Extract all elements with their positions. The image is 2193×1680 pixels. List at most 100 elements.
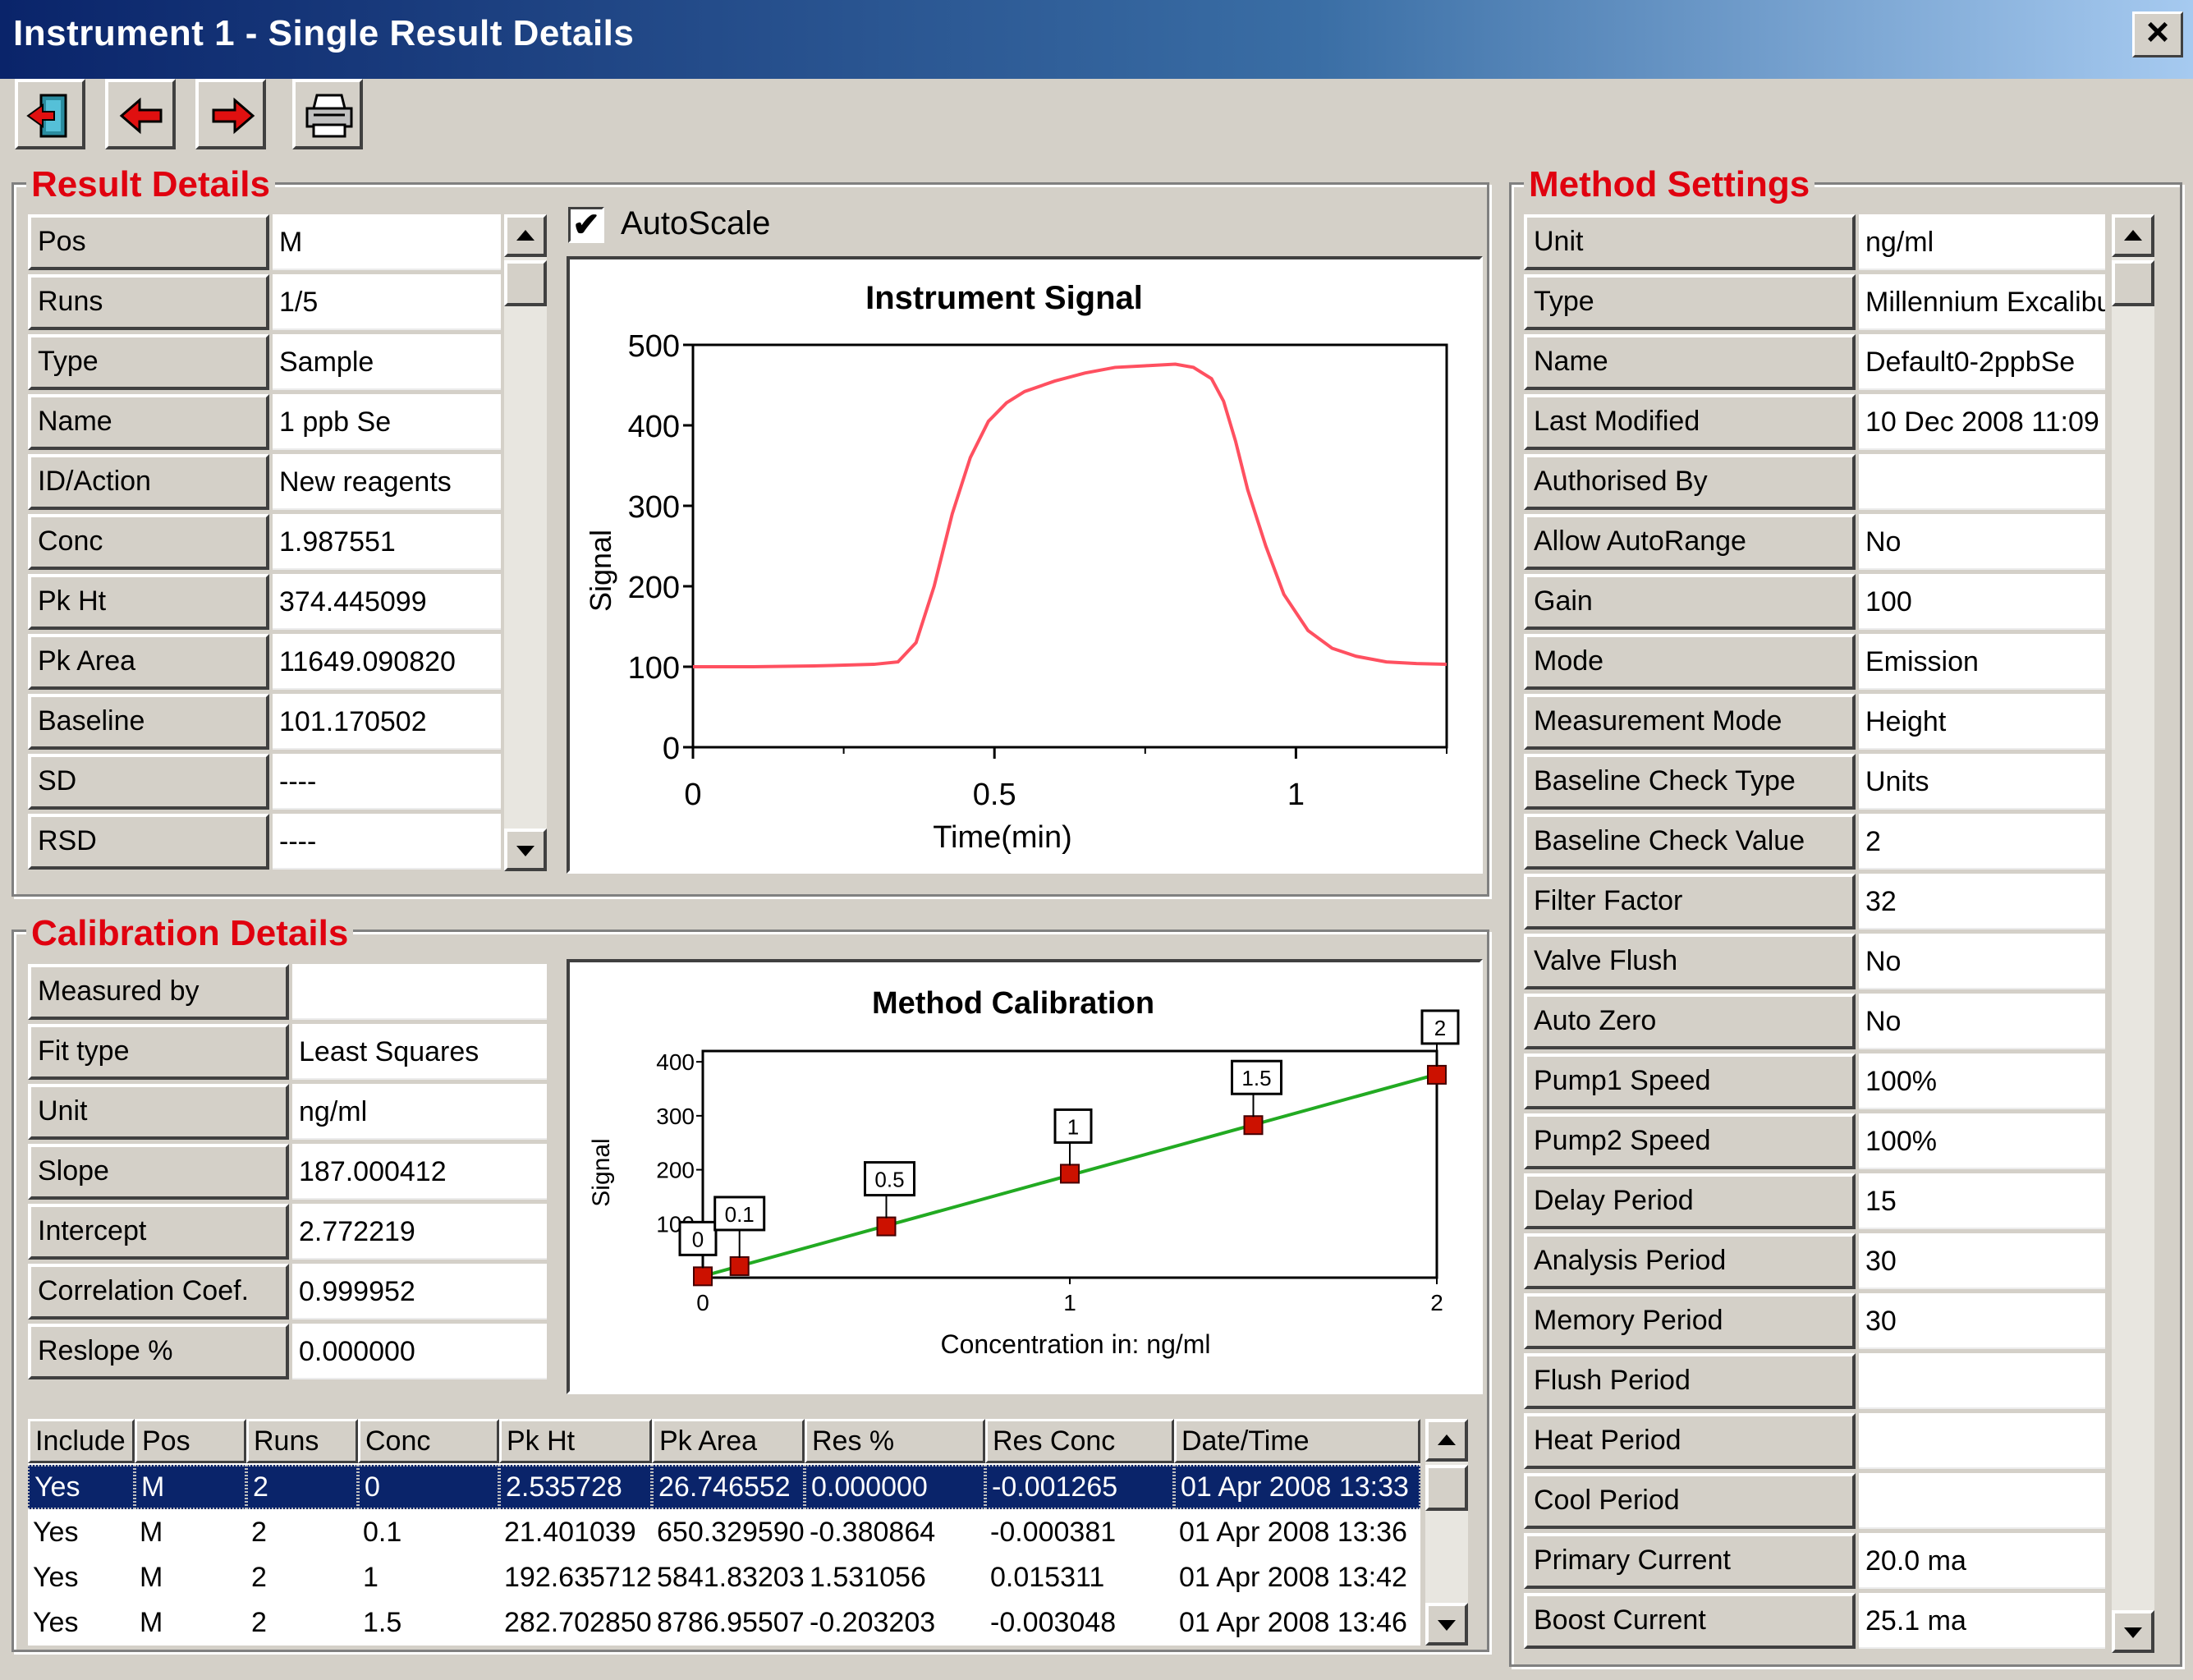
calibration-detail-row[interactable]: Fit type Least Squares <box>28 1024 547 1084</box>
property-value[interactable]: No <box>1859 994 2105 1049</box>
method-setting-row[interactable]: Flush Period <box>1524 1353 2105 1413</box>
property-value[interactable] <box>1859 1473 2105 1529</box>
method-setting-row[interactable]: Pump1 Speed 100% <box>1524 1053 2105 1113</box>
table-row[interactable]: Yes M 2 0 2.535728 26.746552 0.000000 -0.001265… <box>28 1465 1420 1509</box>
property-value[interactable]: Height <box>1859 694 2105 750</box>
property-value[interactable]: No <box>1859 514 2105 570</box>
result-detail-row[interactable]: Baseline 101.170502 <box>28 694 501 754</box>
property-value[interactable]: Default0-2ppbSe <box>1859 334 2105 390</box>
property-value[interactable]: 100% <box>1859 1113 2105 1169</box>
result-detail-row[interactable]: Pos M <box>28 214 501 274</box>
column-header[interactable]: Pk Ht <box>499 1419 652 1463</box>
calibration-detail-row[interactable]: Intercept 2.772219 <box>28 1204 547 1264</box>
property-value[interactable]: 30 <box>1859 1293 2105 1349</box>
property-value[interactable]: 0.999952 <box>292 1264 547 1320</box>
calibration-detail-row[interactable]: Measured by <box>28 964 547 1024</box>
close-button[interactable]: × <box>2132 11 2183 57</box>
method-setting-row[interactable]: Baseline Check Type Units <box>1524 754 2105 814</box>
column-header[interactable]: Include <box>28 1419 135 1463</box>
scroll-up-button[interactable] <box>504 214 547 257</box>
property-value[interactable]: 2.772219 <box>292 1204 547 1260</box>
method-setting-row[interactable]: Unit ng/ml <box>1524 214 2105 274</box>
method-setting-row[interactable]: Measurement Mode Height <box>1524 694 2105 754</box>
result-detail-row[interactable]: Type Sample <box>28 334 501 394</box>
method-setting-row[interactable]: Mode Emission <box>1524 634 2105 694</box>
column-header[interactable]: Pos <box>135 1419 246 1463</box>
next-button[interactable] <box>195 79 266 149</box>
property-value[interactable]: ng/ml <box>1859 214 2105 270</box>
property-value[interactable]: ng/ml <box>292 1084 547 1140</box>
calibration-table-scrollbar[interactable] <box>1425 1419 1468 1646</box>
column-header[interactable]: Runs <box>246 1419 358 1463</box>
property-value[interactable]: 2 <box>1859 814 2105 870</box>
method-setting-row[interactable]: Boost Current 25.1 ma <box>1524 1593 2105 1653</box>
property-value[interactable]: 187.000412 <box>292 1144 547 1200</box>
method-setting-row[interactable]: Cool Period <box>1524 1473 2105 1533</box>
property-value[interactable]: 10 Dec 2008 11:09 <box>1859 394 2105 450</box>
property-value[interactable]: ---- <box>273 754 501 810</box>
property-value[interactable]: 1/5 <box>273 274 501 330</box>
result-detail-row[interactable]: ID/Action New reagents <box>28 454 501 514</box>
result-detail-row[interactable]: Conc 1.987551 <box>28 514 501 574</box>
property-value[interactable]: ---- <box>273 814 501 870</box>
property-value[interactable]: Emission <box>1859 634 2105 690</box>
property-value[interactable] <box>1859 1353 2105 1409</box>
exit-button[interactable] <box>15 79 85 149</box>
scroll-down-button[interactable] <box>1425 1603 1468 1646</box>
method-setting-row[interactable]: Last Modified 10 Dec 2008 11:09 <box>1524 394 2105 454</box>
scroll-down-button[interactable] <box>504 829 547 871</box>
autoscale-checkbox[interactable]: ✔ <box>568 207 604 243</box>
property-value[interactable]: New reagents <box>273 454 501 510</box>
table-row[interactable]: Yes M 2 0.1 21.401039 650.329590 -0.380864 -0.0… <box>28 1510 1420 1554</box>
method-setting-row[interactable]: Heat Period <box>1524 1413 2105 1473</box>
calibration-detail-row[interactable]: Unit ng/ml <box>28 1084 547 1144</box>
result-detail-row[interactable]: Name 1 ppb Se <box>28 394 501 454</box>
table-row[interactable]: Yes M 2 1.5 282.702850 8786.95507 -0.203203 -0.… <box>28 1600 1420 1645</box>
property-value[interactable]: Millennium Excalibur <box>1859 274 2105 330</box>
result-detail-row[interactable]: Pk Ht 374.445099 <box>28 574 501 634</box>
method-setting-row[interactable]: Analysis Period 30 <box>1524 1233 2105 1293</box>
property-value[interactable]: 32 <box>1859 874 2105 930</box>
result-details-scrollbar[interactable] <box>504 214 547 871</box>
scroll-thumb[interactable] <box>1425 1465 1468 1511</box>
property-value[interactable]: 25.1 ma <box>1859 1593 2105 1649</box>
method-setting-row[interactable]: Valve Flush No <box>1524 934 2105 994</box>
property-value[interactable]: Least Squares <box>292 1024 547 1080</box>
previous-button[interactable] <box>105 79 176 149</box>
property-value[interactable]: Units <box>1859 754 2105 810</box>
method-setting-row[interactable]: Delay Period 15 <box>1524 1173 2105 1233</box>
column-header[interactable]: Res % <box>805 1419 985 1463</box>
print-button[interactable] <box>292 79 363 149</box>
property-value[interactable] <box>1859 454 2105 510</box>
method-setting-row[interactable]: Authorised By <box>1524 454 2105 514</box>
scroll-down-button[interactable] <box>2112 1610 2154 1653</box>
property-value[interactable]: 100% <box>1859 1053 2105 1109</box>
scroll-up-button[interactable] <box>1425 1419 1468 1462</box>
result-detail-row[interactable]: RSD ---- <box>28 814 501 874</box>
method-setting-row[interactable]: Baseline Check Value 2 <box>1524 814 2105 874</box>
method-setting-row[interactable]: Allow AutoRange No <box>1524 514 2105 574</box>
property-value[interactable] <box>292 964 547 1020</box>
method-setting-row[interactable]: Memory Period 30 <box>1524 1293 2105 1353</box>
method-setting-row[interactable]: Type Millennium Excalibur <box>1524 274 2105 334</box>
method-setting-row[interactable]: Pump2 Speed 100% <box>1524 1113 2105 1173</box>
method-setting-row[interactable]: Gain 100 <box>1524 574 2105 634</box>
property-value[interactable]: 30 <box>1859 1233 2105 1289</box>
calibration-detail-row[interactable]: Reslope % 0.000000 <box>28 1324 547 1384</box>
property-value[interactable]: M <box>273 214 501 270</box>
property-value[interactable]: 100 <box>1859 574 2105 630</box>
result-detail-row[interactable]: SD ---- <box>28 754 501 814</box>
property-value[interactable]: Sample <box>273 334 501 390</box>
result-detail-row[interactable]: Pk Area 11649.090820 <box>28 634 501 694</box>
property-value[interactable]: 20.0 ma <box>1859 1533 2105 1589</box>
property-value[interactable] <box>1859 1413 2105 1469</box>
property-value[interactable]: 11649.090820 <box>273 634 501 690</box>
property-value[interactable]: 101.170502 <box>273 694 501 750</box>
scroll-thumb[interactable] <box>2112 260 2154 306</box>
column-header[interactable]: Date/Time <box>1174 1419 1420 1463</box>
column-header[interactable]: Conc <box>358 1419 499 1463</box>
table-row[interactable]: Yes M 2 1 192.635712 5841.83203 1.531056 0.0153… <box>28 1555 1420 1600</box>
method-setting-row[interactable]: Auto Zero No <box>1524 994 2105 1053</box>
method-setting-row[interactable]: Name Default0-2ppbSe <box>1524 334 2105 394</box>
scroll-thumb[interactable] <box>504 260 547 306</box>
